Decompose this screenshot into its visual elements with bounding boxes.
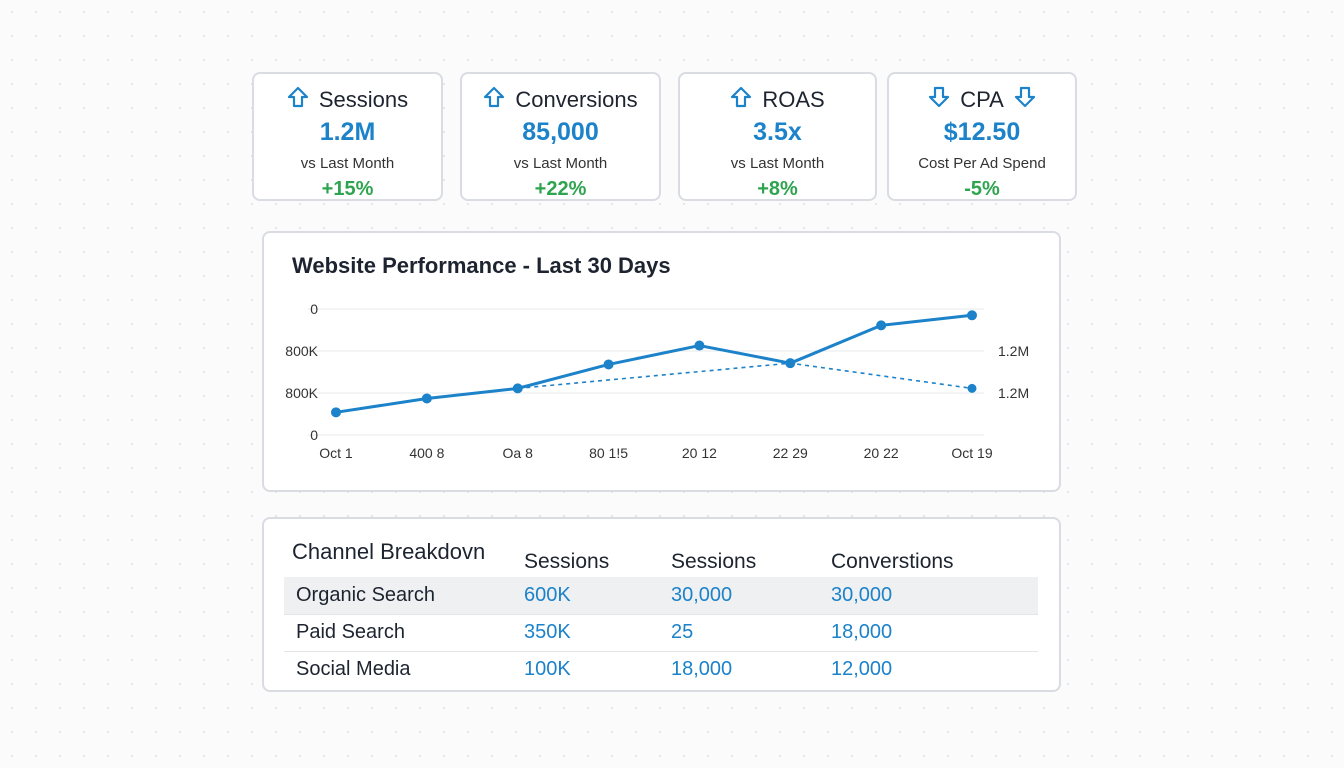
chart-title: Website Performance - Last 30 Days [292, 253, 671, 278]
chart-panel: Website Performance - Last 30 Days 0 800K… [262, 231, 1061, 492]
data-point [512, 383, 523, 394]
arrow-down-icon [928, 86, 950, 114]
arrow-up-icon [483, 86, 505, 114]
y-tick-label: 800K [285, 385, 318, 401]
kpi-subtitle: vs Last Month [300, 155, 395, 172]
kpi-change: +8% [757, 178, 798, 200]
table-cell: 25 [671, 614, 831, 652]
x-tick-label: Oct 1 [319, 445, 353, 461]
data-point [967, 383, 977, 393]
kpi-subtitle: vs Last Month [730, 155, 825, 172]
channel-table-panel: Channel Breakdovn Sessions Sessions Conv… [262, 517, 1061, 692]
kpi-card-sessions: Sessions 1.2M vs Last Month +15% [252, 72, 443, 201]
kpi-title: Sessions [318, 87, 409, 112]
table-cell: 18,000 [671, 658, 733, 681]
kpi-value: 3.5x [753, 118, 802, 146]
table-row: Organic Search 600K 30,000 30,000 [284, 577, 1038, 615]
kpi-subtitle: Cost Per Ad Spend [918, 155, 1046, 172]
arrow-up-icon [287, 86, 309, 114]
arrow-up-icon [730, 86, 752, 114]
channel-name: Paid Search [284, 614, 524, 652]
x-tick-label: 20 12 [682, 445, 717, 461]
y-tick-label: 0 [310, 301, 318, 317]
table-cell: 30,000 [671, 577, 831, 615]
data-point [876, 320, 887, 331]
y-tick-label: 800K [285, 343, 318, 359]
kpi-change: -5% [964, 178, 1000, 200]
channel-name: Organic Search [284, 577, 524, 615]
table-cell: 12,000 [831, 658, 893, 681]
y-right-tick-label: 1.2M [998, 385, 1029, 401]
x-tick-label: 20 22 [864, 445, 899, 461]
column-header: Sessions [671, 550, 757, 573]
kpi-value: 85,000 [522, 118, 599, 146]
kpi-value: $12.50 [943, 118, 1021, 146]
data-point [603, 359, 614, 370]
x-tick-label: 22 29 [773, 445, 808, 461]
table-cell: 18,000 [831, 614, 1038, 652]
kpi-title: CPA [960, 87, 1004, 112]
data-point [967, 310, 977, 321]
kpi-card-conversions: Conversions 85,000 vs Last Month +22% [460, 72, 661, 201]
channel-name: Social Media [296, 658, 411, 681]
kpi-title: Conversions [515, 87, 638, 112]
line-chart: 0 800K 800K 0 1.2M 1.2M Oct 1 400 8 Oа 8 80 1!5 20… [285, 301, 1029, 461]
table-cell: 30,000 [831, 577, 1038, 615]
series-line-dashed [335, 362, 973, 414]
kpi-value: 1.2M [319, 118, 376, 146]
kpi-subtitle: vs Last Month [513, 155, 608, 172]
column-header: Converstions [831, 550, 954, 573]
kpi-title: ROAS [762, 87, 825, 112]
y-tick-label: 0 [310, 427, 318, 443]
x-tick-label: Oа 8 [503, 445, 534, 461]
table-cell: 600K [524, 577, 671, 615]
channel-table: Channel Breakdovn Sessions Sessions Conv… [284, 539, 1038, 688]
table-cell: 350K [524, 614, 671, 652]
data-point [694, 340, 705, 351]
table-cell: 100K [524, 658, 571, 681]
table-title: Channel Breakdovn [292, 539, 486, 564]
column-header: Sessions [524, 550, 610, 573]
kpi-card-cpa: CPA $12.50 Cost Per Ad Spend -5% [887, 72, 1077, 201]
x-tick-label: 400 8 [409, 445, 444, 461]
x-tick-label: Oct 19 [951, 445, 992, 461]
table-row: Paid Search 350K 25 18,000 [284, 614, 1038, 652]
kpi-card-roas: ROAS 3.5x vs Last Month +8% [678, 72, 877, 201]
x-tick-label: 80 1!5 [589, 445, 628, 461]
y-right-tick-label: 1.2M [998, 343, 1029, 359]
table-row: Social Media 100K 18,000 12,000 [284, 651, 1038, 688]
kpi-change: +15% [321, 178, 374, 200]
arrow-down-icon [1014, 86, 1036, 114]
kpi-change: +22% [534, 178, 587, 200]
